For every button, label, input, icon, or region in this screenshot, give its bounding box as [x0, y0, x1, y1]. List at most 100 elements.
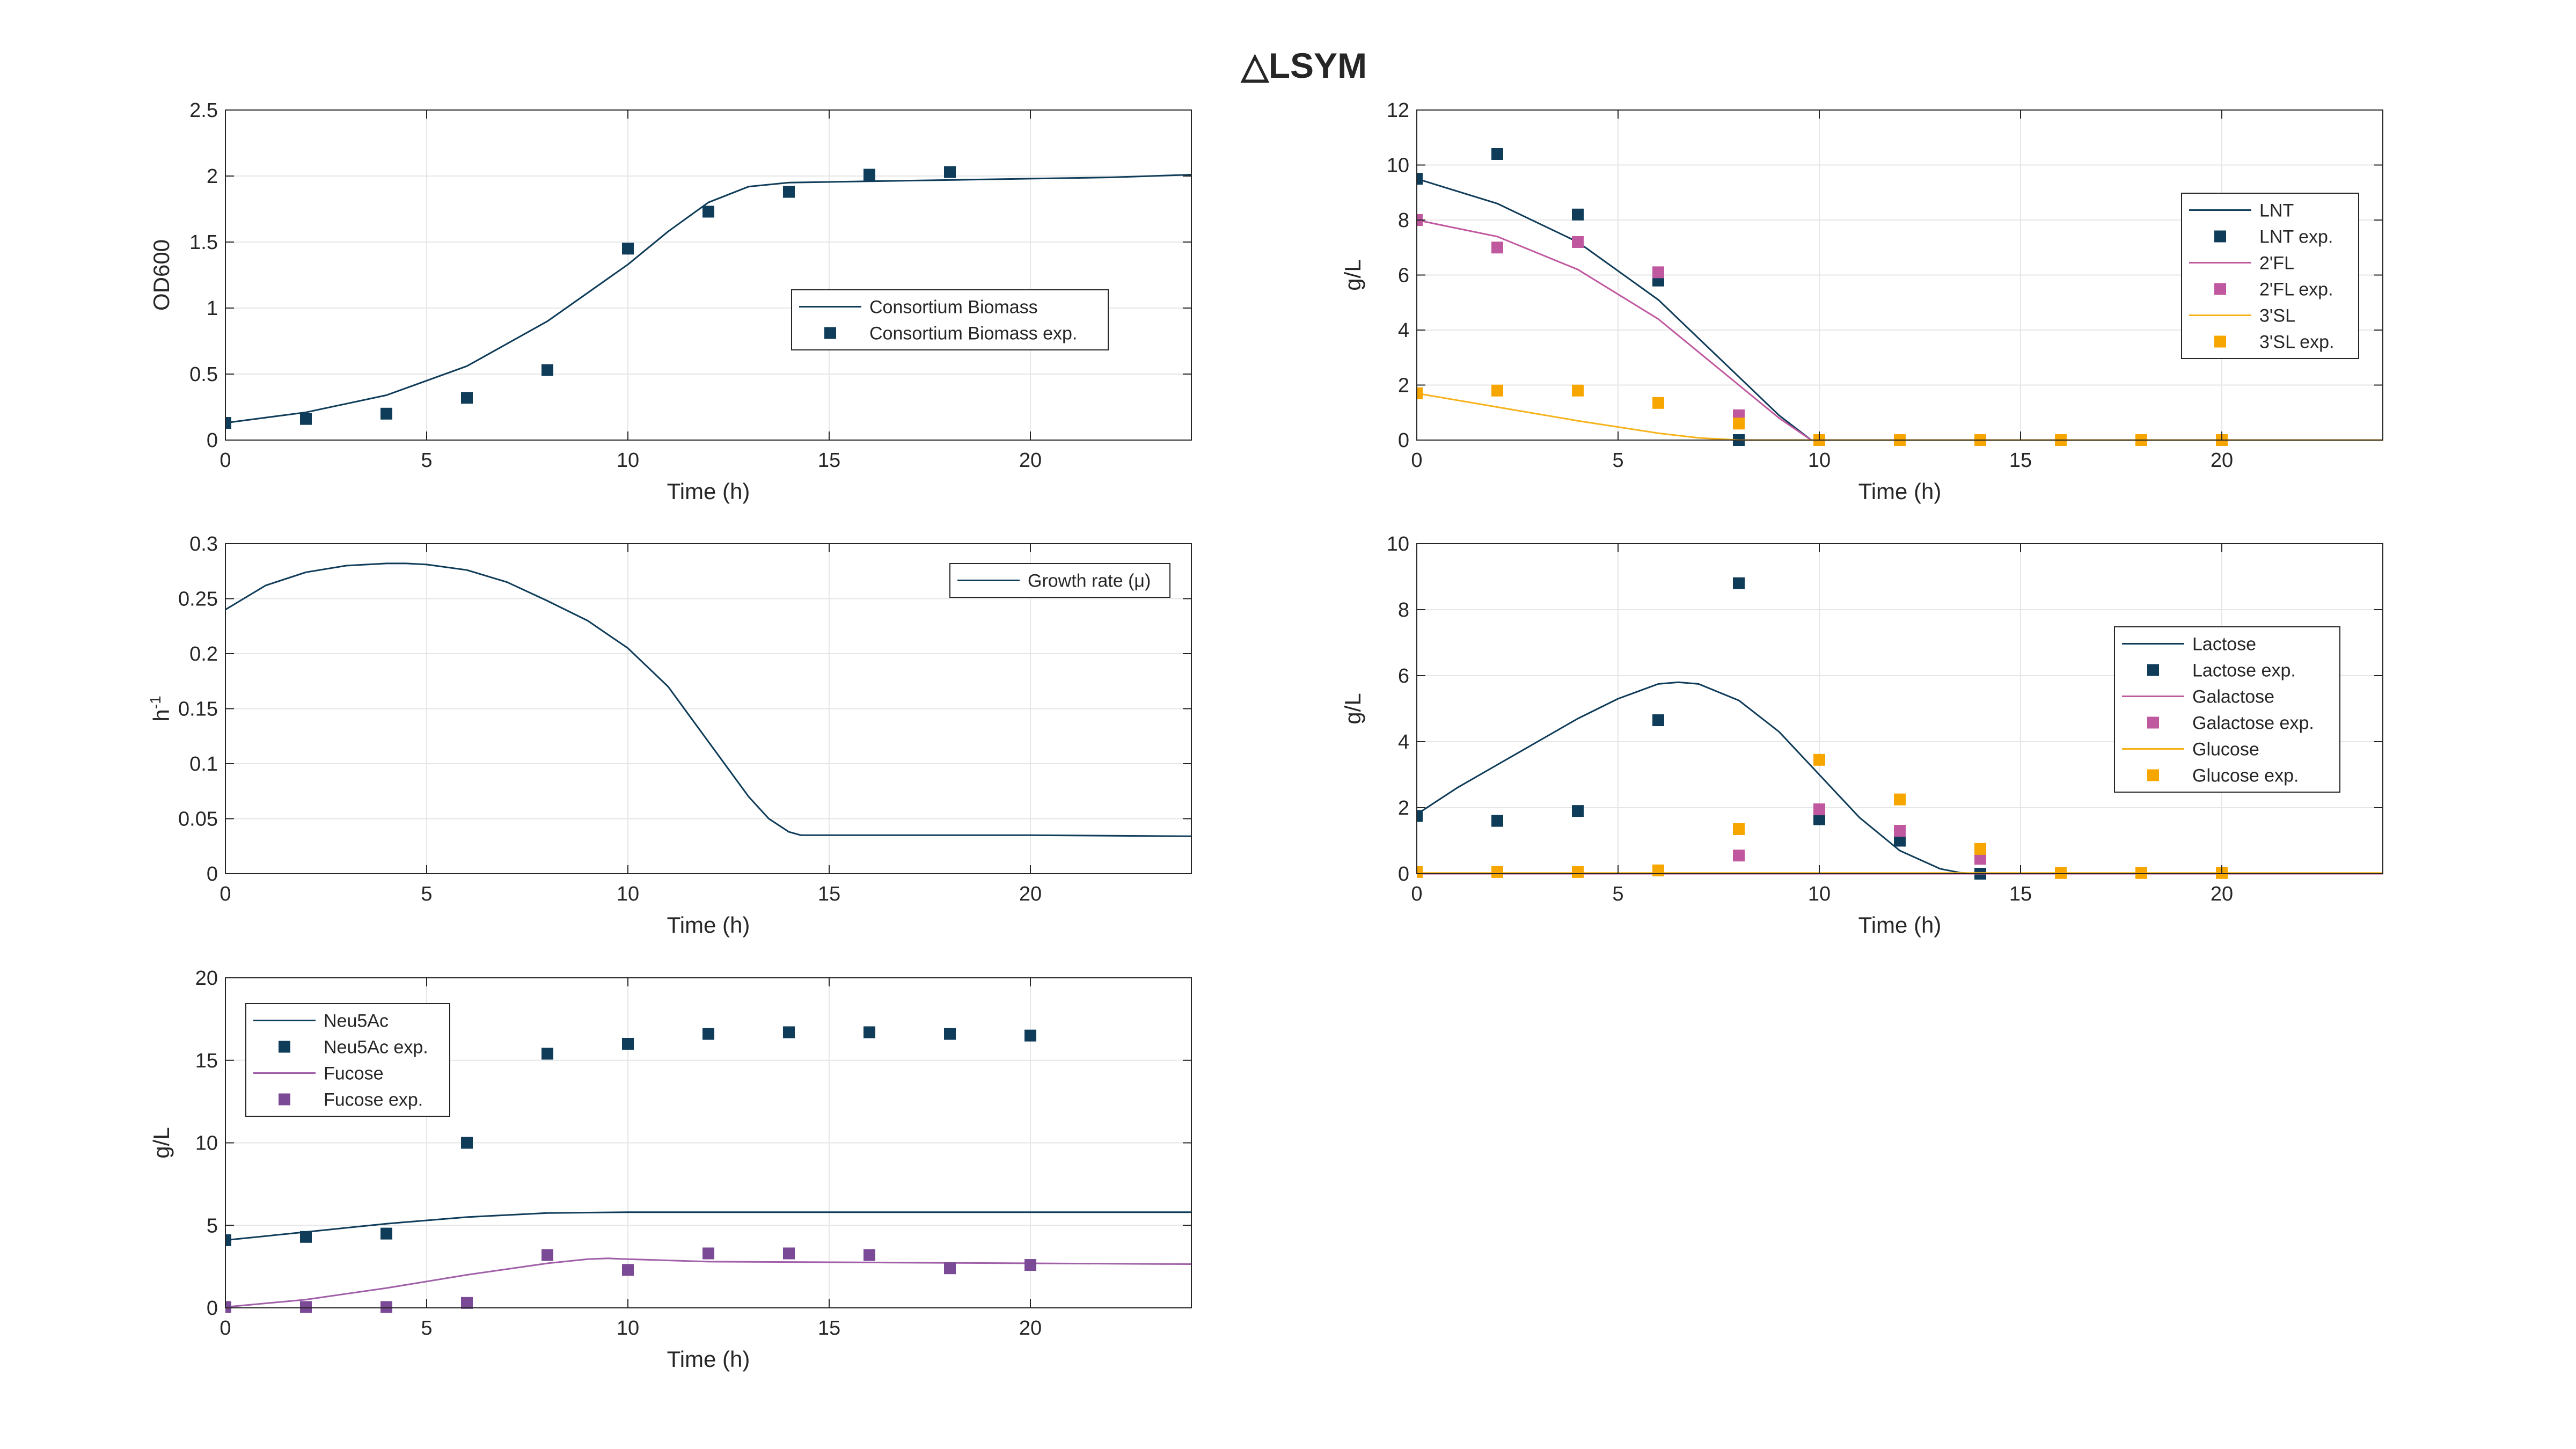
- data-point: [1417, 810, 1423, 822]
- legend-label: Galactose exp.: [2192, 713, 2314, 734]
- data-point: [1572, 805, 1584, 817]
- x-axis-label: Time (h): [1858, 479, 1942, 504]
- legend-box: [2181, 193, 2359, 359]
- legend-marker-swatch: [2147, 769, 2159, 781]
- legend-label: Lactose exp.: [2192, 661, 2296, 681]
- x-tick-label: 10: [617, 1317, 639, 1340]
- legend-marker-swatch: [2214, 283, 2226, 295]
- data-point: [1572, 866, 1584, 878]
- y-tick-label: 8: [1398, 209, 1409, 232]
- x-axis-label: Time (h): [667, 479, 750, 504]
- data-point: [1733, 823, 1745, 835]
- data-point: [300, 413, 312, 425]
- legend-label: Fucose: [324, 1064, 384, 1084]
- legend-box: [791, 289, 1109, 350]
- x-tick-label: 15: [818, 449, 840, 472]
- y-tick-label: 0.3: [189, 533, 218, 555]
- legend-marker-swatch: [279, 1093, 290, 1106]
- chart-monomers: 0 5 10 15 20 0 5 10 15 20 Time (h) g/L Neu5Ac Neu5Ac …: [149, 967, 1192, 1372]
- data-point: [783, 1247, 795, 1260]
- data-point: [702, 1028, 714, 1040]
- data-point: [1813, 803, 1825, 816]
- y-tick-label: 0: [1398, 863, 1409, 885]
- series-line-lactose: [1417, 681, 2383, 875]
- data-point: [225, 1301, 231, 1313]
- y-tick-label: 4: [1398, 731, 1409, 753]
- y-axis-label: OD600: [149, 239, 174, 311]
- legend-label: Neu5Ac: [324, 1011, 389, 1031]
- x-tick-label: 0: [219, 449, 231, 472]
- data-point: [380, 1301, 392, 1313]
- data-point: [944, 1028, 956, 1040]
- legend-box: [2114, 626, 2340, 793]
- y-tick-label: 10: [1387, 155, 1409, 177]
- y-tick-label: 0.25: [178, 588, 218, 611]
- y-tick-label: 10: [195, 1132, 218, 1155]
- y-tick-label: 0.5: [189, 363, 218, 386]
- y-tick-label: 10: [1387, 533, 1409, 555]
- chart-biomass: 0 5 10 15 20 0 0.5 1 1.5 2 2.5 Time (h) OD600 Consort…: [149, 99, 1192, 504]
- y-tick-label: 2: [1398, 797, 1409, 819]
- y-tick-label: 15: [195, 1050, 218, 1072]
- legend-marker-swatch: [824, 327, 836, 339]
- y-tick-label: 2: [207, 165, 218, 188]
- series-line-fucose: [225, 1257, 1191, 1308]
- legend-label: Glucose: [2192, 740, 2259, 760]
- legend-label: 2'FL: [2259, 253, 2294, 274]
- y-tick-label: 0: [207, 863, 218, 885]
- chart-hmo: 0 5 10 15 20 0 2 4 6 8 10 12 Time (h) g/L LNT LNT exp. 2…: [1340, 99, 2383, 504]
- data-point: [380, 1227, 392, 1240]
- data-point: [1572, 208, 1584, 221]
- legend-label: Consortium Biomass exp.: [869, 324, 1077, 344]
- y-tick-label: 1: [207, 297, 218, 320]
- y-tick-label: 0.1: [189, 753, 218, 775]
- data-point: [863, 1249, 875, 1261]
- y-axis-label: g/L: [1340, 693, 1365, 724]
- y-tick-label: 4: [1398, 319, 1409, 342]
- legend: LNT LNT exp. 2'FL 2'FL exp. 3'SL 3'SL exp.: [2181, 193, 2359, 359]
- legend: Neu5Ac Neu5Ac exp. Fucose Fucose exp.: [245, 1003, 450, 1117]
- data-point: [1652, 714, 1664, 727]
- data-point: [1894, 793, 1906, 806]
- y-tick-label: 2.5: [189, 99, 218, 122]
- data-point: [783, 1026, 795, 1038]
- data-point: [863, 1026, 875, 1038]
- data-point: [1733, 850, 1745, 862]
- data-point: [1491, 815, 1503, 827]
- y-tick-label: 20: [195, 967, 218, 990]
- x-tick-label: 5: [421, 1317, 432, 1340]
- data-point: [380, 407, 392, 420]
- series-group: [1417, 148, 2383, 446]
- legend-label: Lactose: [2192, 634, 2256, 655]
- legend-label: 3'SL exp.: [2259, 332, 2334, 353]
- y-tick-label: 2: [1398, 375, 1409, 397]
- legend-label: Fucose exp.: [324, 1090, 423, 1110]
- y-axis-label: g/L: [1340, 259, 1365, 290]
- legend-marker-swatch: [2214, 335, 2226, 348]
- legend-marker-swatch: [2147, 664, 2159, 676]
- x-tick-label: 15: [2009, 449, 2032, 472]
- data-point: [702, 206, 714, 218]
- x-tick-label: 20: [1019, 883, 1042, 905]
- y-tick-label: 0: [207, 429, 218, 452]
- data-point: [1733, 418, 1745, 430]
- x-tick-label: 10: [617, 449, 639, 472]
- y-tick-label: 1.5: [189, 231, 218, 254]
- data-point: [944, 166, 956, 178]
- data-point: [1024, 1029, 1036, 1042]
- x-tick-label: 5: [1612, 449, 1623, 472]
- data-point: [944, 1262, 956, 1275]
- legend-label: Growth rate (μ): [1028, 571, 1151, 591]
- data-point: [225, 417, 231, 429]
- x-tick-label: 10: [1808, 883, 1831, 905]
- x-tick-label: 0: [1411, 449, 1422, 472]
- data-point: [461, 1137, 473, 1149]
- x-axis-label: Time (h): [667, 1346, 750, 1372]
- legend-label: LNT exp.: [2259, 227, 2333, 247]
- data-point: [2135, 867, 2147, 879]
- x-tick-label: 15: [818, 1317, 840, 1340]
- data-point: [1491, 148, 1503, 160]
- y-tick-label: 6: [1398, 265, 1409, 287]
- legend-label: 3'SL: [2259, 306, 2295, 326]
- y-tick-label: 0: [1398, 429, 1409, 452]
